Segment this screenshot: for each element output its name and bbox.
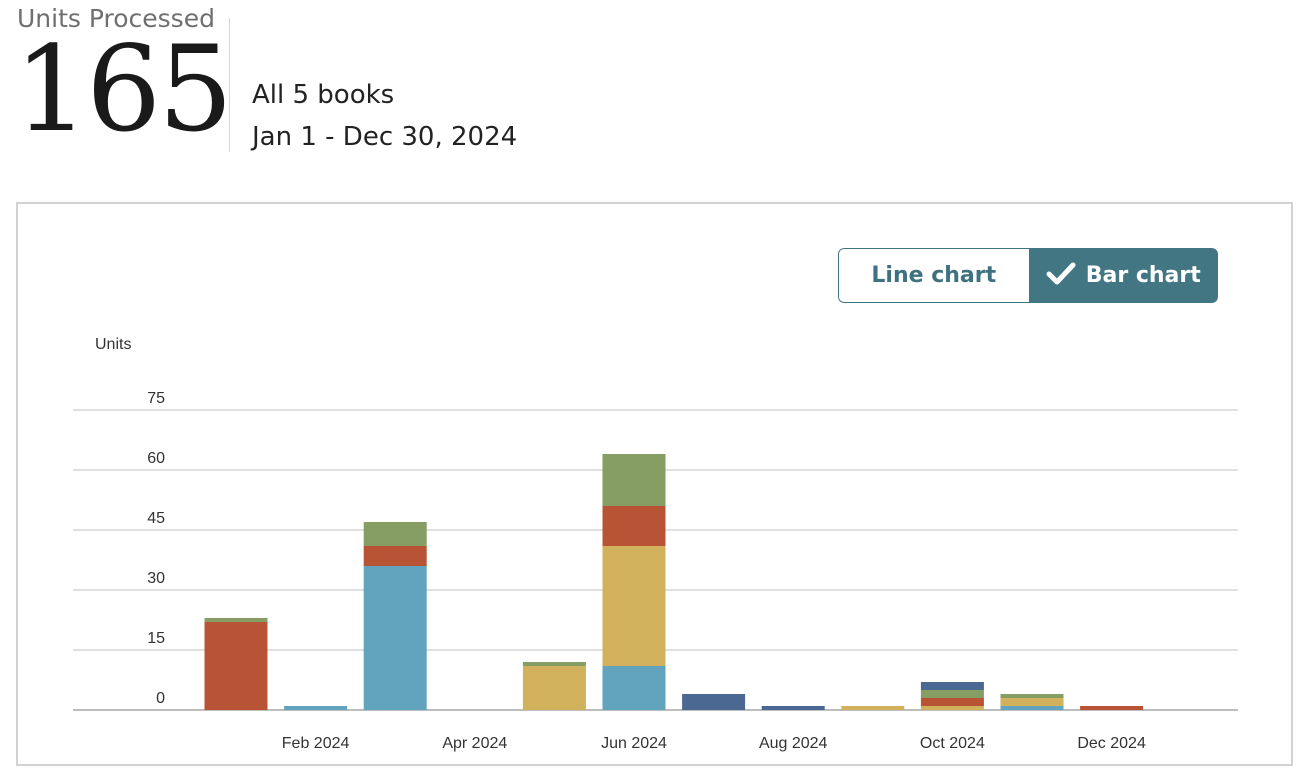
metric-label: Units Processed	[17, 4, 215, 33]
chart-type-toggle: Line chart Bar chart	[838, 248, 1218, 303]
bar-segment[interactable]	[1000, 694, 1064, 698]
bar-segment[interactable]	[363, 522, 427, 546]
y-tick-label: 60	[147, 450, 165, 467]
bar-segment[interactable]	[602, 454, 666, 506]
line-chart-button[interactable]: Line chart	[838, 248, 1029, 303]
checkmark-icon	[1046, 261, 1076, 291]
bar-segment[interactable]	[204, 618, 268, 622]
bar-segment[interactable]	[284, 706, 348, 710]
bar-segment[interactable]	[204, 622, 268, 710]
bar-segment[interactable]	[522, 662, 586, 666]
bar-segment[interactable]	[522, 666, 586, 710]
y-axis-label: Units	[95, 336, 131, 353]
bar-segment[interactable]	[602, 506, 666, 546]
x-tick-label: Feb 2024	[282, 735, 350, 752]
bar-segment[interactable]	[363, 546, 427, 566]
bar-segment[interactable]	[841, 706, 905, 710]
book-scope: All 5 books	[252, 80, 395, 110]
bar-segment[interactable]	[682, 694, 746, 710]
bar-segment[interactable]	[1000, 706, 1064, 710]
bar-segment[interactable]	[602, 546, 666, 666]
x-tick-label: Jun 2024	[601, 735, 667, 752]
header-divider	[229, 18, 230, 152]
y-tick-label: 15	[147, 630, 165, 647]
line-chart-button-label: Line chart	[871, 263, 997, 288]
y-tick-label: 45	[147, 510, 165, 527]
x-tick-label: Apr 2024	[442, 735, 507, 752]
bar-segment[interactable]	[920, 698, 984, 706]
bar-segment[interactable]	[1000, 698, 1064, 706]
bar-chart-button-label: Bar chart	[1085, 263, 1201, 288]
x-tick-label: Aug 2024	[759, 735, 828, 752]
bar-segment[interactable]	[761, 706, 825, 710]
chart-panel: Line chart Bar chart Units 0 15 30 45 60 75 F…	[16, 202, 1293, 766]
stacked-bar-chart: Units 0 15 30 45 60 75 Feb 2024 Apr 2024 Jun 20…	[73, 336, 1238, 752]
bar-segment[interactable]	[920, 682, 984, 690]
bar-segment[interactable]	[602, 666, 666, 710]
y-tick-label: 75	[147, 390, 165, 407]
bar-segment[interactable]	[363, 566, 427, 710]
bar-segment[interactable]	[920, 706, 984, 710]
date-range: Jan 1 - Dec 30, 2024	[252, 122, 518, 152]
bar-segment[interactable]	[1080, 706, 1144, 710]
x-tick-label: Oct 2024	[920, 735, 985, 752]
x-tick-label: Dec 2024	[1077, 735, 1146, 752]
metric-value: 165	[14, 20, 233, 158]
y-tick-label: 0	[156, 690, 165, 707]
bar-chart-button[interactable]: Bar chart	[1028, 248, 1218, 303]
y-tick-label: 30	[147, 570, 165, 587]
bar-segment[interactable]	[920, 690, 984, 698]
